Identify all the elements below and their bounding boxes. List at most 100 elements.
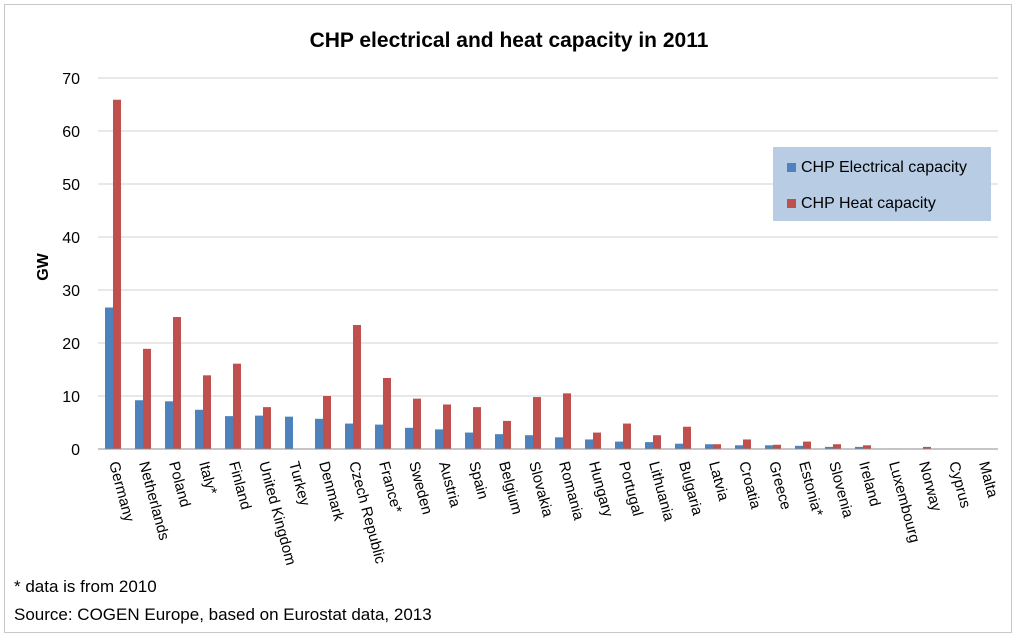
legend-box [773, 147, 991, 221]
bar-heat [203, 375, 211, 449]
x-tick-label: Estonia* [795, 460, 826, 519]
y-axis-label: GW [35, 252, 52, 280]
bar-heat [833, 444, 841, 449]
x-tick-label: Latvia [705, 460, 732, 504]
bar-electrical [555, 437, 563, 449]
x-tick-label: Turkey [285, 460, 313, 509]
x-tick-label: Belgium [495, 460, 525, 517]
bar-heat [413, 398, 421, 449]
legend-swatch-heat [787, 199, 796, 208]
legend: CHP Electrical capacity CHP Heat capacit… [773, 147, 991, 221]
bar-electrical [465, 432, 473, 449]
bar-heat [863, 445, 871, 449]
bar-heat [173, 317, 181, 449]
y-tick-label: 60 [62, 124, 80, 141]
bar-heat [473, 407, 481, 449]
y-tick-label: 50 [62, 177, 80, 194]
x-tick-label: Hungary [585, 460, 616, 520]
bar-electrical [495, 434, 503, 449]
x-tick-label: Slovenia [825, 460, 856, 521]
bar-electrical [165, 401, 173, 449]
legend-label-heat: CHP Heat capacity [801, 195, 936, 212]
x-tick-label: Spain [465, 460, 491, 501]
bar-electrical [225, 416, 233, 449]
bar-heat [323, 396, 331, 449]
bar-electrical [135, 400, 143, 449]
bar-heat [533, 397, 541, 449]
bar-electrical [345, 423, 353, 449]
bar-heat [803, 441, 811, 449]
x-tick-label: Romania [555, 460, 587, 523]
bar-heat [683, 426, 691, 449]
x-tick-label: Croatia [735, 460, 764, 512]
x-tick-label: Norway [915, 460, 945, 514]
x-tick-label: Ireland [855, 460, 883, 509]
legend-label-electrical: CHP Electrical capacity [801, 159, 967, 176]
y-tick-label: 0 [71, 442, 80, 459]
y-tick-label: 40 [62, 230, 80, 247]
bar-heat [263, 407, 271, 449]
y-tick-label: 70 [62, 71, 80, 88]
bar-heat [563, 393, 571, 449]
x-tick-label: France* [375, 460, 405, 515]
bar-heat [713, 444, 721, 449]
bar-electrical [525, 435, 533, 449]
x-tick-label: Portugal [615, 460, 646, 518]
chart-title: CHP electrical and heat capacity in 2011 [310, 29, 709, 52]
x-tick-label: Austria [435, 460, 464, 510]
gridlines [98, 77, 998, 397]
x-tick-label: Denmark [315, 460, 347, 524]
bar-electrical [435, 429, 443, 449]
bar-heat [623, 423, 631, 449]
bar-heat [353, 324, 361, 449]
source-note: Source: COGEN Europe, based on Eurostat … [14, 605, 432, 624]
bar-electrical [585, 439, 593, 449]
x-tick-label: Cyprus [945, 460, 974, 510]
bar-heat [503, 420, 511, 449]
x-tick-label: Malta [975, 460, 1001, 500]
bar-electrical [105, 307, 113, 449]
bar-electrical [255, 415, 263, 449]
bar-electrical [675, 443, 683, 449]
bar-electrical [855, 446, 863, 449]
bar-electrical [765, 445, 773, 449]
bar-heat [383, 377, 391, 449]
y-tick-label: 10 [62, 389, 80, 406]
bar-electrical [315, 418, 323, 449]
legend-swatch-electrical [787, 163, 796, 172]
x-tick-label: Poland [165, 460, 194, 510]
bar-electrical [615, 441, 623, 449]
chart-frame [4, 4, 1012, 633]
bar-electrical [825, 446, 833, 449]
bar-heat [923, 446, 931, 449]
bar-electrical [285, 416, 293, 449]
bar-electrical [735, 445, 743, 449]
bars [105, 99, 991, 449]
x-tick-label: Netherlands [135, 460, 172, 543]
bar-electrical [645, 442, 653, 449]
y-tick-label: 20 [62, 336, 80, 353]
bar-electrical [375, 424, 383, 449]
x-tick-label: Bulgaria [675, 460, 706, 518]
x-tick-label: Sweden [405, 460, 435, 517]
bar-electrical [795, 445, 803, 449]
bar-electrical [705, 444, 713, 449]
y-tick-label: 30 [62, 283, 80, 300]
bar-heat [113, 99, 121, 449]
bar-heat [443, 404, 451, 449]
bar-electrical [405, 427, 413, 449]
x-tick-label: Slovakia [525, 460, 556, 520]
bar-heat [743, 439, 751, 449]
x-tick-label: Finland [225, 460, 254, 512]
bar-heat [653, 435, 661, 449]
x-tick-label: Greece [765, 460, 794, 512]
bar-electrical [195, 409, 203, 449]
bar-heat [773, 444, 781, 449]
footnote: * data is from 2010 [14, 577, 157, 596]
bar-heat [143, 348, 151, 449]
x-tick-label: Germany [105, 460, 138, 524]
bar-heat [233, 363, 241, 449]
bar-heat [593, 432, 601, 449]
